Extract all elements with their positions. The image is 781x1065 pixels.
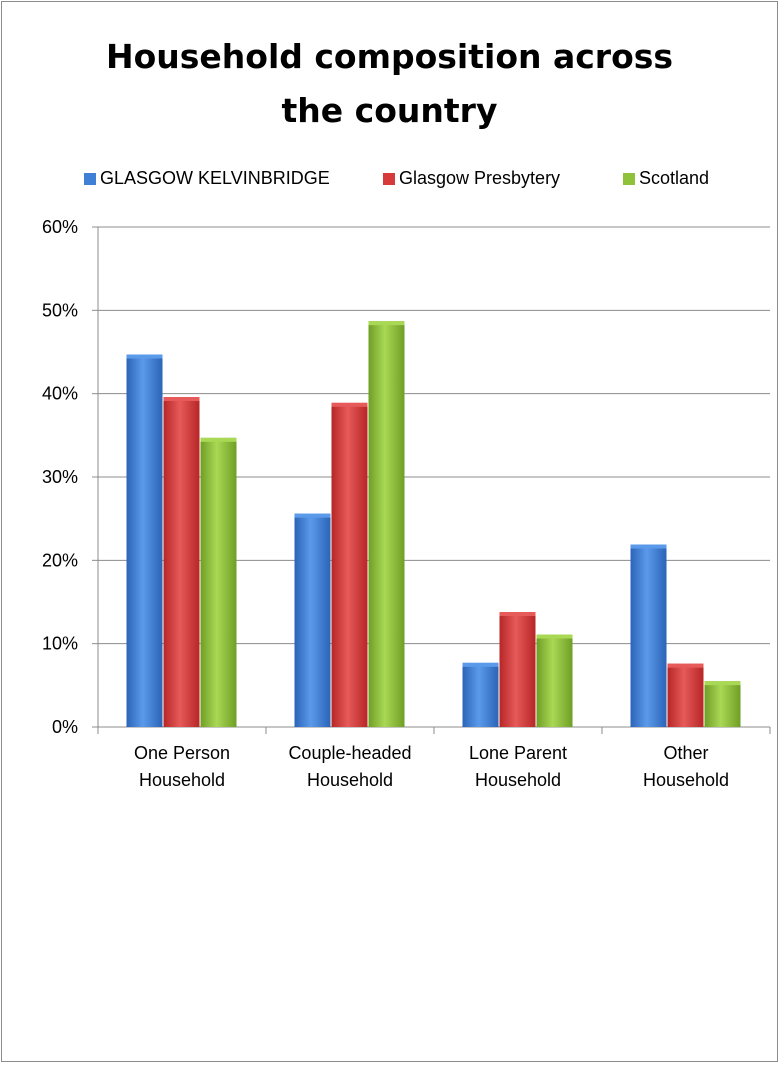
legend-item-series-1: GLASGOW KELVINBRIDGE [84,168,330,189]
y-tick-label: 10% [42,634,78,654]
chart-legend: GLASGOW KELVINBRIDGE Glasgow Presbytery … [0,168,781,190]
x-tick-label: Other [663,743,708,763]
x-tick-label: Household [307,770,393,790]
bar-series-3 [200,437,237,727]
bar-series-1 [630,544,667,727]
bar-top-highlight [163,397,200,401]
bar-series-2 [499,612,536,727]
y-tick-label: 30% [42,467,78,487]
bar-top-highlight [704,681,741,686]
bar-series-3 [368,321,405,727]
y-tick-label: 40% [42,384,78,404]
legend-label-series-1: GLASGOW KELVINBRIDGE [100,168,330,188]
bar-top-highlight [368,321,405,326]
chart-title-line-2: the country [281,91,498,130]
legend-swatch-series-2 [383,172,395,185]
x-tick-label: Household [643,770,729,790]
x-tick-label: Lone Parent [469,743,567,763]
y-tick-label: 60% [42,217,78,237]
bar-series-1 [126,354,163,727]
bar-top-highlight [462,662,499,667]
x-tick-label: Couple-headed [288,743,411,763]
x-tick-label: Household [139,770,225,790]
y-tick-label: 20% [42,550,78,570]
bar-top-highlight [499,612,536,616]
legend-swatch-series-3 [623,172,635,185]
bar-series-3 [536,634,573,727]
bar-top-highlight [630,544,667,549]
bar-top-highlight [126,354,163,359]
chart-title-line-1: Household composition across [105,37,674,76]
bar-series-1 [294,513,331,727]
chart-title: Household composition across the country [0,30,779,138]
legend-item-series-2: Glasgow Presbytery [383,168,560,189]
x-tick-label: Household [475,770,561,790]
y-tick-label: 0% [52,717,78,737]
legend-label-series-3: Scotland [639,168,710,188]
legend-item-series-3: Scotland [623,168,709,189]
legend-label-series-2: Glasgow Presbytery [399,168,561,188]
y-tick-label: 50% [42,300,78,320]
bar-top-highlight [331,402,368,407]
bar-top-highlight [200,437,237,442]
bar-series-3 [704,681,741,727]
x-tick-label: One Person [134,743,230,763]
bar-top-highlight [536,634,573,639]
legend-swatch-series-1 [84,172,96,185]
bar-series-1 [462,662,499,727]
bar-series-2 [163,397,200,727]
bar-series-2 [331,402,368,727]
bar-series-2 [667,663,704,727]
bar-top-highlight [667,663,704,668]
bar-top-highlight [294,513,331,518]
